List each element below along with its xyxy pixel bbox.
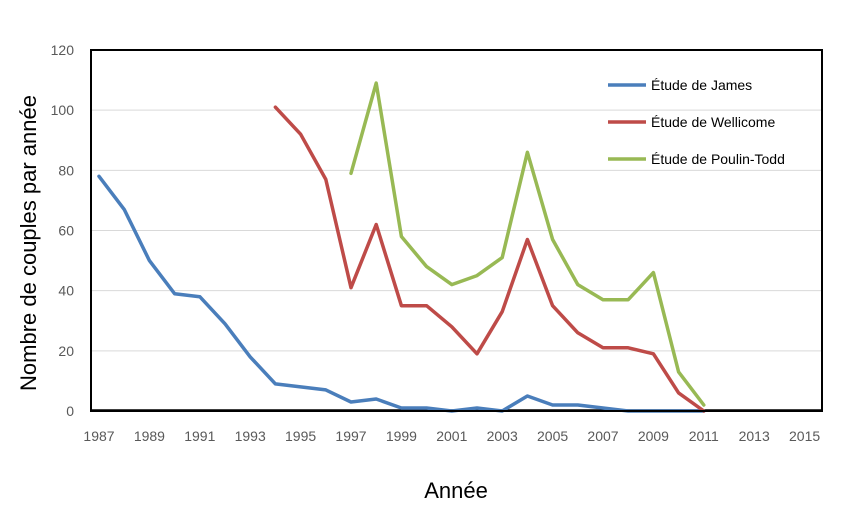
series-lines — [97, 81, 706, 413]
gridlines — [91, 49, 822, 411]
legend: Étude de James Étude de Wellicome Étude de… — [608, 77, 785, 167]
x-axis-title: Année — [424, 478, 488, 503]
plot-frame — [90, 49, 823, 412]
y-tick-label: 20 — [58, 343, 74, 359]
legend-label: Étude de Wellicome — [651, 114, 775, 130]
y-tick-label: 80 — [58, 162, 74, 178]
x-tick-label: 2015 — [789, 428, 820, 444]
x-tick-label: 2011 — [689, 428, 719, 444]
x-axis-ticks: 1987 1989 1991 1993 1995 1997 1999 2001 2003 2005… — [83, 428, 820, 444]
series-line — [273, 105, 706, 413]
x-tick-label: 2005 — [537, 428, 568, 444]
y-tick-label: 120 — [51, 42, 75, 58]
x-tick-label: 2007 — [587, 428, 618, 444]
x-tick-label: 1989 — [134, 428, 165, 444]
y-axis-ticks: 0 20 40 60 80 100 120 — [51, 42, 75, 419]
x-tick-label: 1997 — [335, 428, 366, 444]
y-tick-label: 100 — [51, 102, 75, 118]
x-tick-label: 1999 — [386, 428, 417, 444]
x-tick-label: 1987 — [83, 428, 114, 444]
x-tick-label: 2003 — [487, 428, 518, 444]
x-tick-label: 1991 — [184, 428, 215, 444]
x-tick-label: 1995 — [285, 428, 316, 444]
legend-label: Étude de Poulin-Todd — [651, 151, 785, 167]
y-tick-label: 60 — [58, 223, 74, 239]
y-tick-label: 0 — [66, 403, 74, 419]
y-tick-label: 40 — [58, 283, 74, 299]
legend-label: Étude de James — [651, 77, 752, 93]
x-tick-label: 2009 — [638, 428, 669, 444]
y-axis-title: Nombre de couples par année — [16, 95, 41, 391]
x-tick-label: 2001 — [436, 428, 467, 444]
x-tick-label: 1993 — [235, 428, 266, 444]
series-line — [97, 174, 706, 413]
series-line — [349, 81, 706, 407]
x-tick-label: 2013 — [739, 428, 770, 444]
